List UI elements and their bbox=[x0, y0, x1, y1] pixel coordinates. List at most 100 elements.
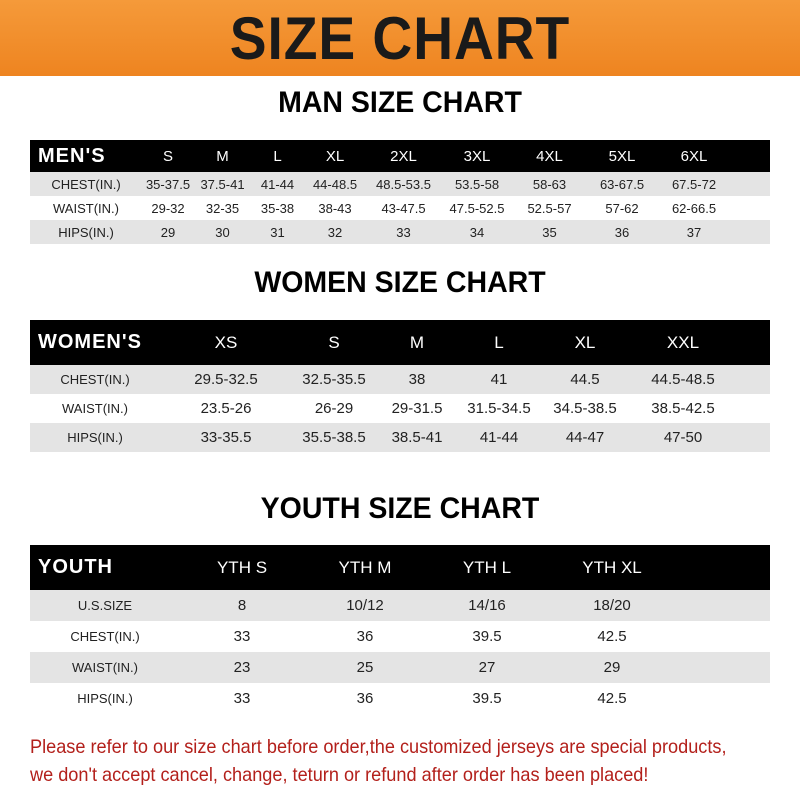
youth-title: YOUTH SIZE CHART bbox=[260, 492, 540, 525]
size-header: YTH M bbox=[338, 557, 392, 577]
table-header-label: WOMEN'S bbox=[38, 331, 142, 353]
table-cell: 39.5 bbox=[472, 628, 502, 645]
table-cell: 44-48.5 bbox=[312, 176, 358, 192]
header-row: MEN'S S M L XL 2XL 3XL 4XL 5XL 6XL bbox=[30, 140, 770, 172]
table-cell: 44.5-48.5 bbox=[651, 371, 715, 388]
row-label: HIPS(IN.) bbox=[58, 224, 114, 240]
table-cell: 44-47 bbox=[565, 429, 605, 446]
table-cell: 38-43 bbox=[318, 200, 352, 216]
size-header: M bbox=[216, 147, 229, 165]
table-cell: 32.5-35.5 bbox=[302, 371, 366, 388]
table-cell: 52.5-57 bbox=[527, 200, 572, 216]
size-header: YTH S bbox=[216, 557, 268, 577]
row-label: HIPS(IN.) bbox=[67, 430, 123, 445]
table-cell: 29-32 bbox=[151, 200, 185, 216]
table-cell: 47.5-52.5 bbox=[449, 200, 505, 216]
banner-title: SIZE CHART bbox=[229, 4, 571, 72]
row-label: CHEST(IN.) bbox=[60, 372, 130, 387]
row-label: CHEST(IN.) bbox=[70, 629, 140, 644]
table-cell: 25 bbox=[356, 659, 374, 676]
header-row: WOMEN'S XS S M L XL XXL bbox=[30, 320, 770, 365]
table-cell: 39.5 bbox=[472, 690, 502, 707]
table-cell: 29-31.5 bbox=[391, 400, 443, 417]
table-cell: 14/16 bbox=[468, 597, 506, 614]
size-header: 2XL bbox=[390, 147, 417, 165]
table-cell: 29 bbox=[603, 659, 621, 676]
table-cell: 53.5-58 bbox=[454, 176, 500, 192]
header-row: YOUTH YTH S YTH M YTH L YTH XL bbox=[30, 545, 770, 590]
table-cell: 33 bbox=[233, 628, 251, 645]
table-cell: 36 bbox=[614, 224, 630, 240]
size-header: XL bbox=[574, 332, 596, 352]
table-header-label: YOUTH bbox=[38, 556, 113, 578]
size-header: L bbox=[273, 147, 282, 165]
table-cell: 35-37.5 bbox=[145, 176, 191, 192]
size-header: S bbox=[162, 147, 173, 165]
table-cell: 36 bbox=[356, 690, 374, 707]
table-row: HIPS(IN.) 33-35.5 35.5-38.5 38.5-41 41-44 44-… bbox=[30, 423, 770, 452]
table-cell: 67.5-72 bbox=[671, 176, 717, 192]
table-cell: 57-62 bbox=[605, 200, 639, 216]
table-cell: 41 bbox=[490, 371, 508, 388]
men-size-table: MEN'S S M L XL 2XL 3XL 4XL 5XL 6XL CHEST(IN.) 35-37… bbox=[30, 140, 770, 244]
row-label: HIPS(IN.) bbox=[77, 691, 133, 706]
size-header: 6XL bbox=[680, 147, 708, 165]
table-cell: 30 bbox=[215, 224, 230, 240]
men-title: MAN SIZE CHART bbox=[278, 86, 522, 119]
size-header: 3XL bbox=[463, 147, 491, 165]
table-cell: 44.5 bbox=[570, 371, 600, 388]
row-label: WAIST(IN.) bbox=[72, 660, 138, 675]
table-cell: 37 bbox=[686, 224, 702, 240]
note-line: Please refer to our size chart before or… bbox=[30, 736, 727, 758]
size-header: XXL bbox=[666, 332, 700, 352]
size-header: XL bbox=[325, 147, 345, 165]
size-header: M bbox=[409, 332, 425, 352]
table-cell: 10/12 bbox=[346, 597, 384, 614]
table-cell: 58-63 bbox=[532, 176, 567, 192]
women-title: WOMEN SIZE CHART bbox=[254, 266, 546, 299]
size-header: 5XL bbox=[608, 147, 636, 165]
table-cell: 32 bbox=[327, 224, 343, 240]
table-cell: 35-38 bbox=[260, 200, 295, 216]
table-cell: 18/20 bbox=[593, 597, 631, 614]
table-cell: 8 bbox=[237, 597, 247, 614]
table-cell: 29 bbox=[160, 224, 176, 240]
row-label: U.S.SIZE bbox=[77, 598, 133, 613]
table-cell: 37.5-41 bbox=[200, 176, 245, 192]
table-row: CHEST(IN.) 29.5-32.5 32.5-35.5 38 41 44.5 44.5… bbox=[30, 365, 770, 394]
table-cell: 42.5 bbox=[597, 690, 627, 707]
table-cell: 47-50 bbox=[663, 429, 703, 446]
table-cell: 31.5-34.5 bbox=[467, 400, 531, 417]
table-cell: 31 bbox=[270, 224, 285, 240]
table-row: HIPS(IN.) 29 30 31 32 33 34 35 36 37 bbox=[30, 220, 770, 244]
row-label: WAIST(IN.) bbox=[53, 200, 119, 216]
table-cell: 62-66.5 bbox=[671, 200, 717, 216]
table-row: WAIST(IN.) 29-32 32-35 35-38 38-43 43-47.5 47.… bbox=[30, 196, 770, 220]
table-cell: 36 bbox=[356, 628, 374, 645]
table-cell: 27 bbox=[478, 659, 496, 676]
table-row: HIPS(IN.) 33 36 39.5 42.5 bbox=[30, 683, 770, 714]
table-cell: 38 bbox=[408, 371, 426, 388]
table-cell: 26-29 bbox=[314, 400, 354, 417]
table-cell: 48.5-53.5 bbox=[376, 176, 431, 192]
table-cell: 23.5-26 bbox=[200, 400, 252, 417]
table-cell: 63-67.5 bbox=[599, 176, 645, 192]
table-row: WAIST(IN.) 23 25 27 29 bbox=[30, 652, 770, 683]
size-header: XS bbox=[214, 332, 238, 352]
size-header: YTH XL bbox=[582, 557, 642, 577]
table-cell: 41-44 bbox=[479, 429, 519, 446]
row-label: WAIST(IN.) bbox=[62, 401, 128, 416]
table-row: U.S.SIZE 8 10/12 14/16 18/20 bbox=[30, 590, 770, 621]
size-header: L bbox=[494, 332, 504, 352]
size-header: 4XL bbox=[536, 147, 563, 165]
banner: SIZE CHART bbox=[0, 0, 800, 76]
note-line: we don't accept cancel, change, teturn o… bbox=[30, 764, 649, 786]
table-cell: 35 bbox=[542, 224, 557, 240]
table-cell: 34.5-38.5 bbox=[553, 400, 617, 417]
table-cell: 38.5-42.5 bbox=[651, 400, 715, 417]
table-row: CHEST(IN.) 33 36 39.5 42.5 bbox=[30, 621, 770, 652]
table-cell: 29.5-32.5 bbox=[194, 371, 258, 388]
table-row: CHEST(IN.) 35-37.5 37.5-41 41-44 44-48.5 48.5… bbox=[30, 172, 770, 196]
table-cell: 41-44 bbox=[260, 176, 295, 192]
women-size-table: WOMEN'S XS S M L XL XXL CHEST(IN.) 29.5-32.5 32.5… bbox=[30, 320, 770, 452]
